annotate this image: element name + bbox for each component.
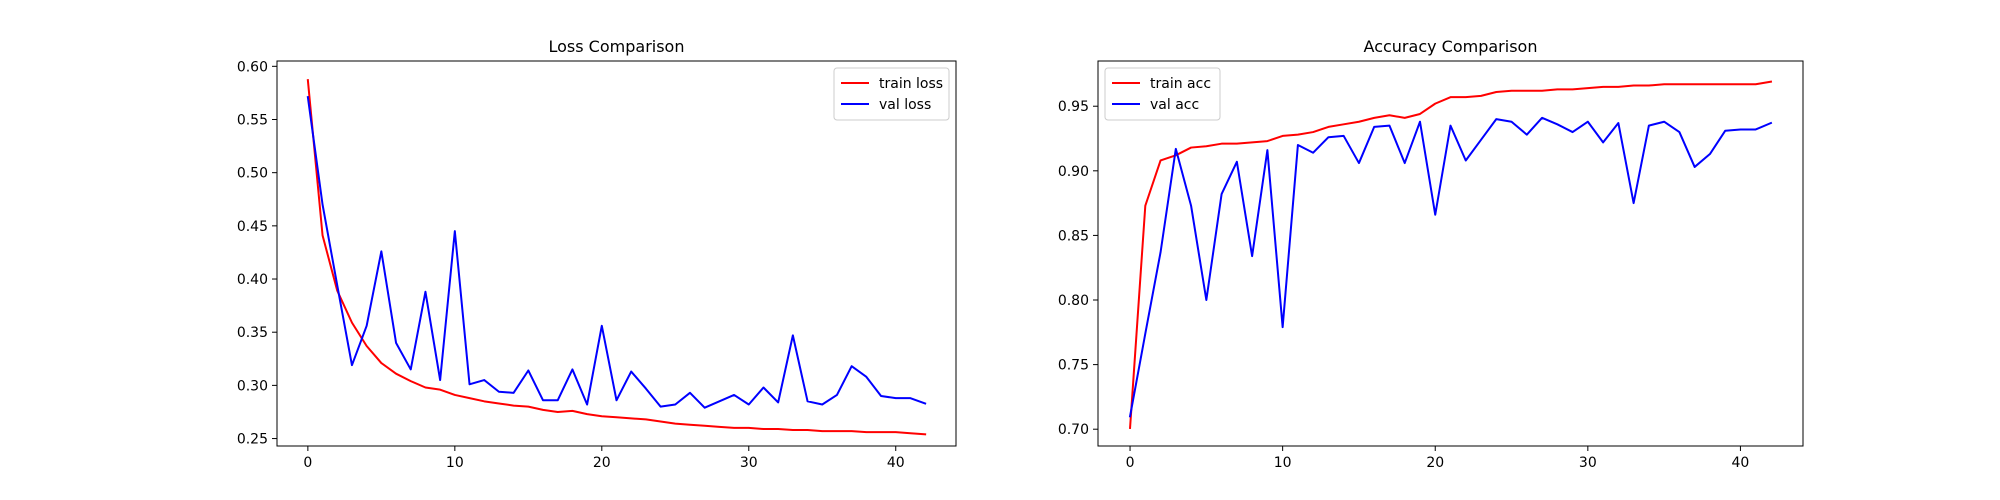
loss-legend-label-train-loss: train loss — [879, 76, 943, 92]
loss-legend: train loss val loss — [833, 67, 950, 121]
acc-x-tick-label: 20 — [1426, 455, 1444, 471]
acc-y-tick-label: 0.85 — [1058, 228, 1089, 244]
loss-y-tick-label: 0.30 — [237, 378, 268, 394]
loss-series-val-loss-line — [306, 96, 927, 409]
loss-chart: Loss Comparison 0 10 20 30 40 0.25 0.30 0.35 0.40… — [237, 37, 957, 471]
acc-chart-title: Accuracy Comparison — [1364, 37, 1538, 56]
loss-legend-box — [833, 67, 950, 121]
loss-series-train-loss-line — [306, 79, 927, 436]
acc-y-tick-label: 0.75 — [1058, 358, 1089, 374]
acc-x-tick-label: 30 — [1579, 455, 1597, 471]
loss-y-tick-label: 0.50 — [237, 166, 268, 182]
acc-chart: Accuracy Comparison 0 10 20 30 40 0.70 0.75 0.80… — [1058, 37, 1804, 471]
acc-legend-label-train-acc: train acc — [1150, 76, 1211, 92]
loss-axes-frame — [276, 60, 957, 447]
loss-x-tick-label: 0 — [303, 455, 312, 471]
acc-series-val-acc-line — [1128, 116, 1773, 418]
loss-y-tick-label: 0.55 — [237, 112, 268, 128]
acc-y-tick-label: 0.70 — [1058, 422, 1089, 438]
loss-legend-label-val-loss: val loss — [879, 97, 931, 113]
acc-x-tick-label: 0 — [1126, 455, 1135, 471]
loss-y-tick-label: 0.35 — [237, 325, 268, 341]
acc-legend: train acc val acc — [1104, 67, 1221, 121]
loss-x-tick-label: 40 — [887, 455, 905, 471]
acc-y-tick-label: 0.90 — [1058, 164, 1089, 180]
acc-x-tick-label: 40 — [1732, 455, 1750, 471]
acc-y-tick-label: 0.95 — [1058, 99, 1089, 115]
acc-legend-box — [1104, 67, 1221, 121]
loss-y-tick-label: 0.40 — [237, 272, 268, 288]
acc-legend-label-val-acc: val acc — [1150, 97, 1199, 113]
acc-y-tick-label: 0.80 — [1058, 293, 1089, 309]
acc-x-tick-label: 10 — [1274, 455, 1292, 471]
loss-y-tick-label: 0.45 — [237, 219, 268, 235]
loss-x-tick-label: 30 — [740, 455, 758, 471]
loss-x-tick-label: 20 — [593, 455, 611, 471]
loss-chart-title: Loss Comparison — [549, 37, 685, 56]
loss-x-tick-label: 10 — [446, 455, 464, 471]
acc-axes-frame — [1097, 60, 1804, 447]
loss-y-tick-label: 0.60 — [237, 59, 268, 75]
acc-series-train-acc-line — [1128, 80, 1773, 429]
loss-y-tick-label: 0.25 — [237, 432, 268, 448]
